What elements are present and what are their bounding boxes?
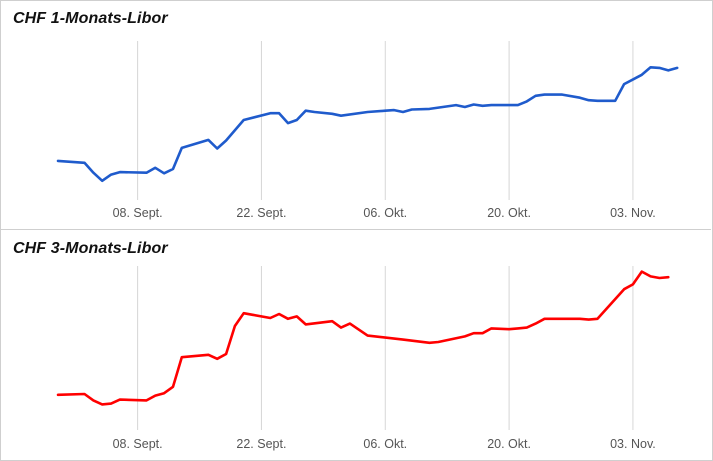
x-tick-label: 06. Okt. <box>363 437 407 451</box>
series-line <box>56 270 670 406</box>
x-tick-label: 20. Okt. <box>487 437 531 451</box>
series-line <box>56 66 679 183</box>
chart-title-3m: CHF 3-Monats-Libor <box>13 240 168 257</box>
chart-1m-libor: -0,70%-0,75%-0,80%-0,85%-0,90%-0,95%08. … <box>56 41 679 220</box>
x-tick-label: 03. Nov. <box>610 437 656 451</box>
x-tick-label: 03. Nov. <box>610 206 656 220</box>
x-tick-label: 22. Sept. <box>236 206 286 220</box>
chart-3m-libor: -0,70%-0,75%-0,80%-0,85%-0,90%08. Sept.2… <box>56 266 670 451</box>
x-tick-label: 22. Sept. <box>236 437 286 451</box>
x-tick-label: 20. Okt. <box>487 206 531 220</box>
x-tick-label: 08. Sept. <box>113 206 163 220</box>
x-tick-label: 06. Okt. <box>363 206 407 220</box>
x-tick-label: 08. Sept. <box>113 437 163 451</box>
chart-divider <box>0 229 711 230</box>
chart-title-1m: CHF 1-Monats-Libor <box>13 10 168 27</box>
